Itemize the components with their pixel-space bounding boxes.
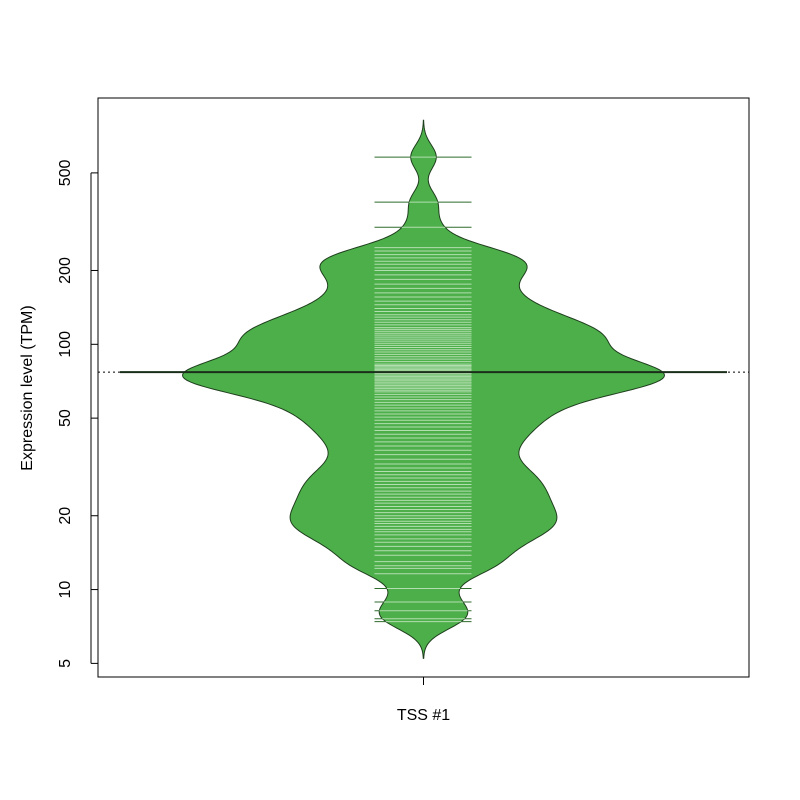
y-tick-label: 100: [57, 331, 74, 358]
y-tick-label: 20: [57, 507, 74, 525]
y-tick-label: 500: [57, 159, 74, 186]
y-tick-label: 10: [57, 581, 74, 599]
bean: [181, 119, 666, 659]
y-axis-label: Expression level (TPM): [19, 305, 36, 470]
y-tick-label: 5: [57, 659, 74, 668]
y-tick-label: 50: [57, 409, 74, 427]
plot-frame: [97, 97, 750, 678]
y-tick-label: 200: [57, 257, 74, 284]
x-tick-label: TSS #1: [397, 707, 450, 724]
bean-inner-lines: [374, 156, 472, 623]
